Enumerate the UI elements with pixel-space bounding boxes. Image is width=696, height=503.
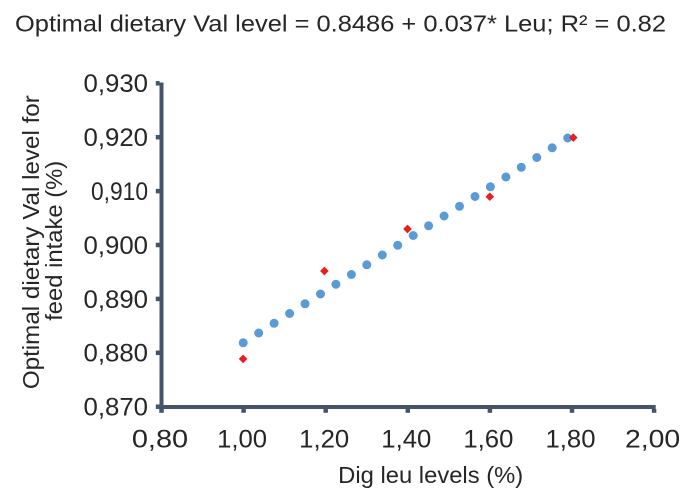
svg-text:0,80: 0,80	[132, 426, 188, 454]
svg-text:feed intake (%): feed intake (%)	[41, 161, 67, 321]
svg-text:0,890: 0,890	[84, 286, 149, 314]
svg-text:2,00: 2,00	[625, 426, 680, 454]
svg-text:0,870: 0,870	[84, 394, 149, 422]
svg-text:1,00: 1,00	[217, 426, 267, 454]
svg-text:0,920: 0,920	[84, 124, 149, 152]
svg-text:0,910: 0,910	[91, 178, 148, 206]
svg-text:1,40: 1,40	[381, 426, 431, 454]
svg-text:Dig leu levels (%): Dig leu levels (%)	[338, 462, 523, 488]
svg-text:1,20: 1,20	[299, 426, 349, 454]
svg-text:Optimal dietary Val level = 0.: Optimal dietary Val level = 0.8486 + 0.0…	[15, 11, 666, 37]
svg-text:Optimal dietary Val level for: Optimal dietary Val level for	[18, 95, 44, 389]
svg-text:0,880: 0,880	[84, 340, 149, 368]
svg-text:1,60: 1,60	[463, 426, 513, 454]
svg-text:1,80: 1,80	[546, 426, 596, 454]
svg-text:0,930: 0,930	[84, 70, 149, 98]
svg-text:0,900: 0,900	[84, 232, 149, 260]
